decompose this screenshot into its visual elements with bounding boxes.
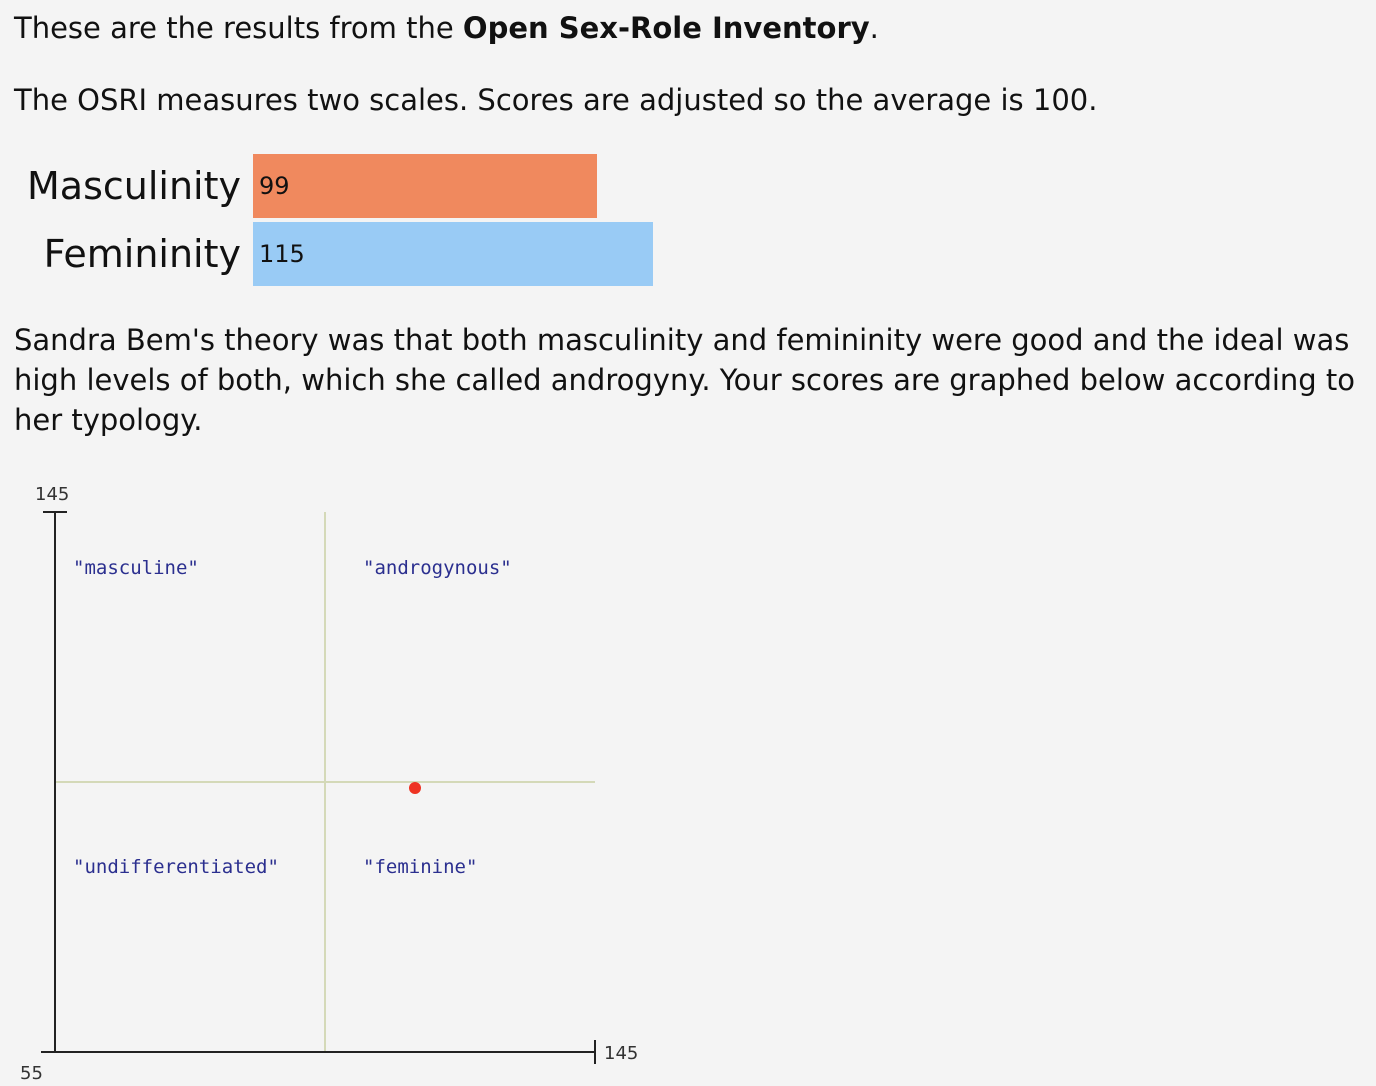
masculinity-label: Masculinity [27,164,241,208]
quadrant-label-androgynous: "androgynous" [363,557,512,579]
intro-text-before: These are the results from the [14,11,463,45]
masculinity-row: Masculinity 99 [0,154,660,218]
x-axis-max-label: 145 [604,1043,638,1064]
masculinity-score: 99 [259,172,290,200]
quadrant-label-undifferentiated: "undifferentiated" [73,856,279,878]
femininity-label: Femininity [43,232,241,276]
y-axis-max-label: 145 [35,484,69,505]
typology-graph: 145 55 145 "masculine" "androgynous" "un… [20,484,638,1084]
scales-description: The OSRI measures two scales. Scores are… [14,83,1098,117]
bem-theory-text: Sandra Bem's theory was that both mascul… [14,323,1356,437]
y-axis-min-label: 55 [20,1063,43,1084]
test-name: Open Sex-Role Inventory [462,11,870,45]
femininity-bar: 115 [253,222,653,286]
intro-text-after: . [869,11,879,45]
masculinity-bar: 99 [253,154,597,218]
quadrant-label-masculine: "masculine" [73,557,199,579]
femininity-row: Femininity 115 [0,222,660,286]
quadrant-label-feminine: "feminine" [363,856,477,878]
score-point [409,782,421,794]
intro-text: These are the results from the Open Sex-… [14,8,1364,48]
femininity-score: 115 [259,240,305,268]
